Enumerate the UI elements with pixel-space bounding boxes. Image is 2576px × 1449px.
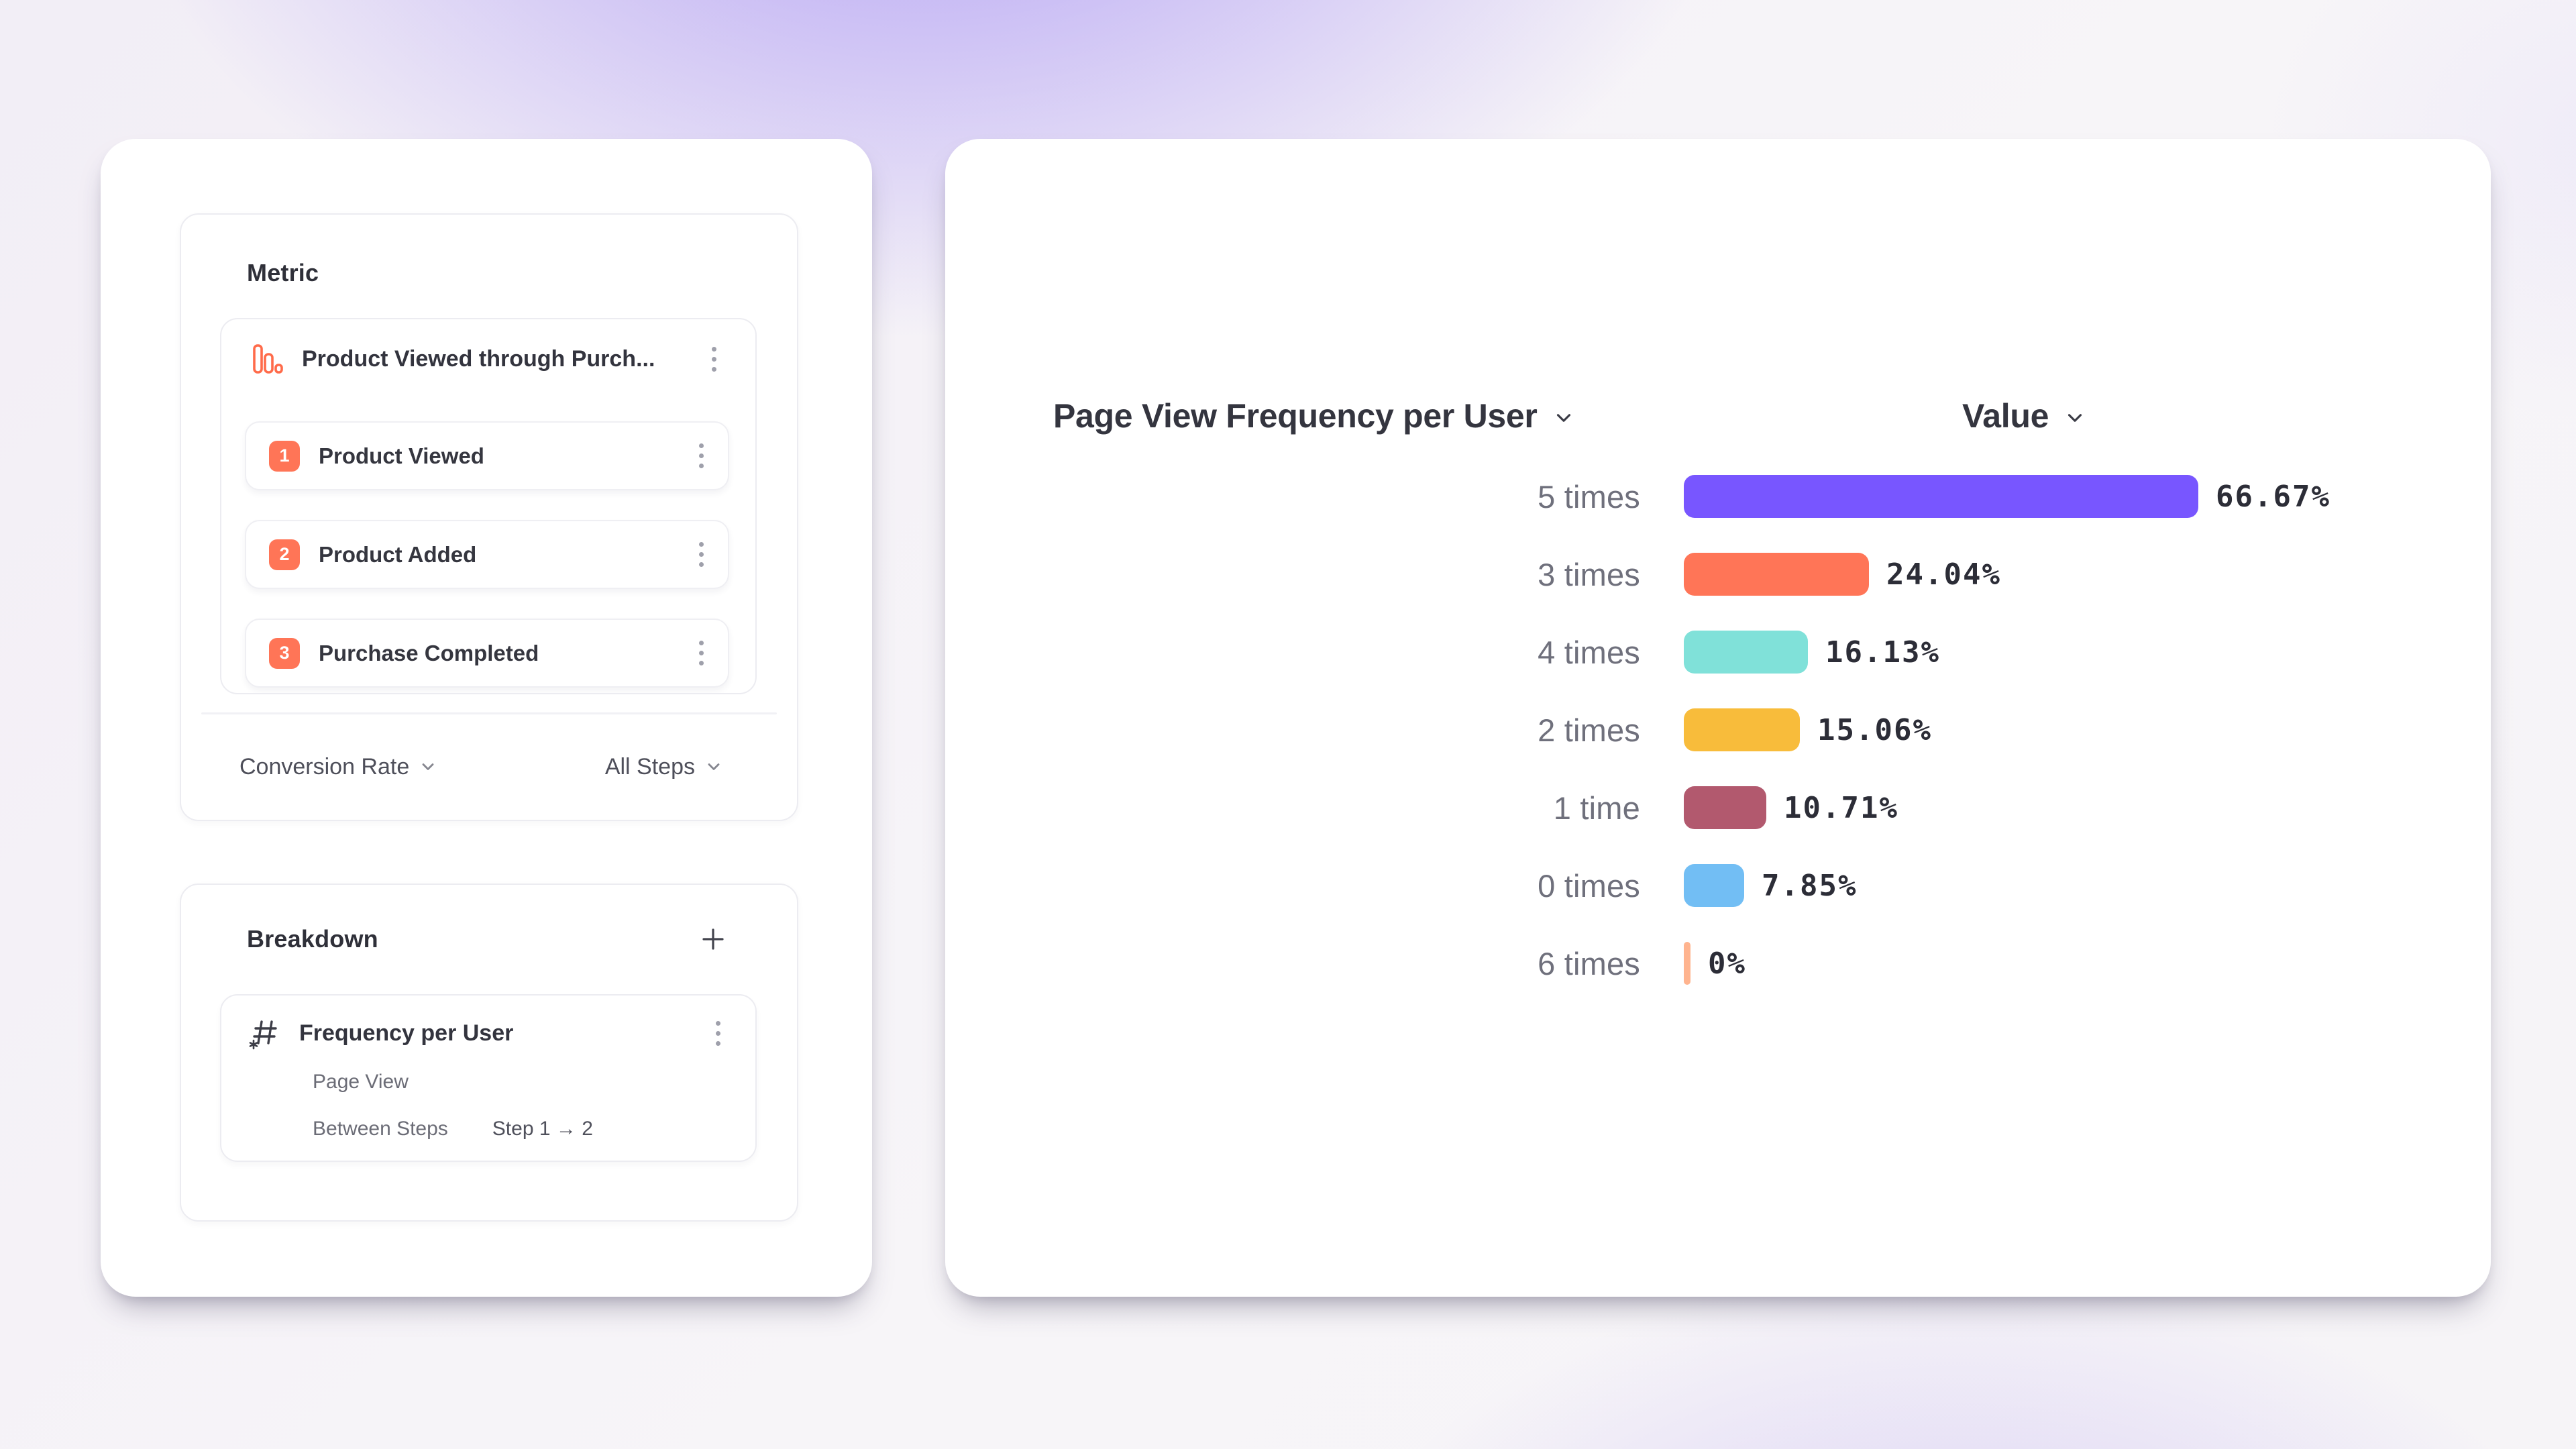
kebab-menu-icon[interactable] — [712, 1017, 724, 1050]
step-range-value[interactable]: Step 1 → 2 — [492, 1118, 593, 1140]
chart-bar[interactable] — [1684, 708, 1800, 751]
chart-row: 5 times 66.67% — [945, 458, 2491, 535]
metric-section-title: Metric — [247, 259, 319, 286]
between-steps-label: Between Steps — [313, 1118, 448, 1140]
value-header: Value — [1962, 397, 2049, 435]
chart-bar-value: 7.85% — [1762, 868, 1858, 903]
chart-bar-value: 66.67% — [2216, 479, 2330, 514]
chart-row-label: 6 times — [1538, 945, 1640, 981]
chevron-down-icon — [422, 763, 434, 770]
chart-rows: 5 times 66.67% 3 times 24.04% 4 times 16.13% 2… — [945, 458, 2491, 1002]
breakdown-card: Breakdown Frequency per User Page View B… — [180, 883, 798, 1222]
funnel-step[interactable]: 2 Product Added — [245, 520, 729, 589]
chart-row-label: 3 times — [1538, 556, 1640, 592]
chart-row: 3 times 24.04% — [945, 535, 2491, 613]
chart-bar-value: 24.04% — [1886, 557, 2001, 592]
funnel-name: Product Viewed through Purch... — [302, 345, 655, 372]
chart-bar-value: 16.13% — [1825, 635, 1940, 669]
kebab-menu-icon[interactable] — [695, 637, 708, 669]
chevron-down-icon — [1556, 414, 1570, 422]
chart-panel: Page View Frequency per User Value 5 tim… — [945, 139, 2491, 1297]
step-number-badge: 3 — [269, 637, 300, 669]
step-label: Purchase Completed — [319, 640, 539, 665]
chart-row-label: 0 times — [1538, 867, 1640, 904]
chart-row: 0 times 7.85% — [945, 847, 2491, 924]
chart-bar-value: 15.06% — [1817, 712, 1932, 747]
chevron-down-icon — [708, 763, 720, 770]
step-number-badge: 2 — [269, 539, 300, 570]
chart-bar-value: 0% — [1708, 946, 1746, 981]
chart-bar[interactable] — [1684, 553, 1869, 596]
kebab-menu-icon[interactable] — [708, 343, 720, 376]
chart-row: 4 times 16.13% — [945, 613, 2491, 691]
funnel-steps: 1 Product Viewed 2 Product Added 3 Purchase C… — [245, 421, 729, 693]
divider — [201, 712, 777, 714]
chart-row: 1 time 10.71% — [945, 769, 2491, 847]
kebab-menu-icon[interactable] — [695, 439, 708, 472]
chart-bar-value: 10.71% — [1784, 790, 1898, 825]
step-label: Product Added — [319, 541, 477, 567]
funnel-box: Product Viewed through Purch... 1 Product… — [220, 318, 757, 694]
chart-breakdown-dropdown[interactable]: Page View Frequency per User — [1053, 396, 1575, 435]
metric-footer: Conversion Rate All Steps — [239, 714, 723, 820]
breakdown-name: Frequency per User — [299, 1020, 514, 1046]
step-number-badge: 1 — [269, 440, 300, 472]
metric-card: Metric Product Viewed through Purch... 1… — [180, 213, 798, 821]
breakdown-event: Page View — [313, 1071, 409, 1093]
chart-row: 2 times 15.06% — [945, 691, 2491, 769]
chart-row-label: 2 times — [1538, 712, 1640, 748]
chart-row-label: 4 times — [1538, 634, 1640, 670]
numeric-property-icon — [248, 1016, 282, 1050]
chart-bar[interactable] — [1684, 942, 1690, 985]
breakdown-section-title: Breakdown — [247, 925, 378, 953]
chart-bar[interactable] — [1684, 475, 2198, 518]
chart-bar[interactable] — [1684, 631, 1808, 674]
funnel-step[interactable]: 1 Product Viewed — [245, 421, 729, 490]
all-steps-dropdown[interactable]: All Steps — [605, 754, 723, 780]
funnel-header[interactable]: Product Viewed through Purch... — [221, 319, 755, 398]
chart-title: Page View Frequency per User — [1053, 397, 1538, 435]
chart-value-dropdown[interactable]: Value — [1962, 396, 2086, 435]
chart-bar[interactable] — [1684, 864, 1744, 907]
chart-row-label: 5 times — [1538, 478, 1640, 515]
funnel-step[interactable]: 3 Purchase Completed — [245, 619, 729, 688]
conversion-rate-label: Conversion Rate — [239, 753, 410, 780]
breakdown-item[interactable]: Frequency per User Page View Between Ste… — [220, 994, 757, 1162]
kebab-menu-icon[interactable] — [695, 538, 708, 571]
step-label: Product Viewed — [319, 443, 484, 468]
chart-bar[interactable] — [1684, 786, 1766, 829]
plus-icon[interactable] — [699, 925, 727, 953]
chart-row-label: 1 time — [1553, 790, 1640, 826]
query-builder-panel: Metric Product Viewed through Purch... 1… — [101, 139, 872, 1297]
chevron-down-icon — [2068, 414, 2082, 422]
chart-row: 6 times 0% — [945, 924, 2491, 1002]
all-steps-label: All Steps — [604, 753, 695, 780]
conversion-rate-dropdown[interactable]: Conversion Rate — [239, 754, 437, 780]
funnel-bars-icon — [252, 343, 283, 374]
